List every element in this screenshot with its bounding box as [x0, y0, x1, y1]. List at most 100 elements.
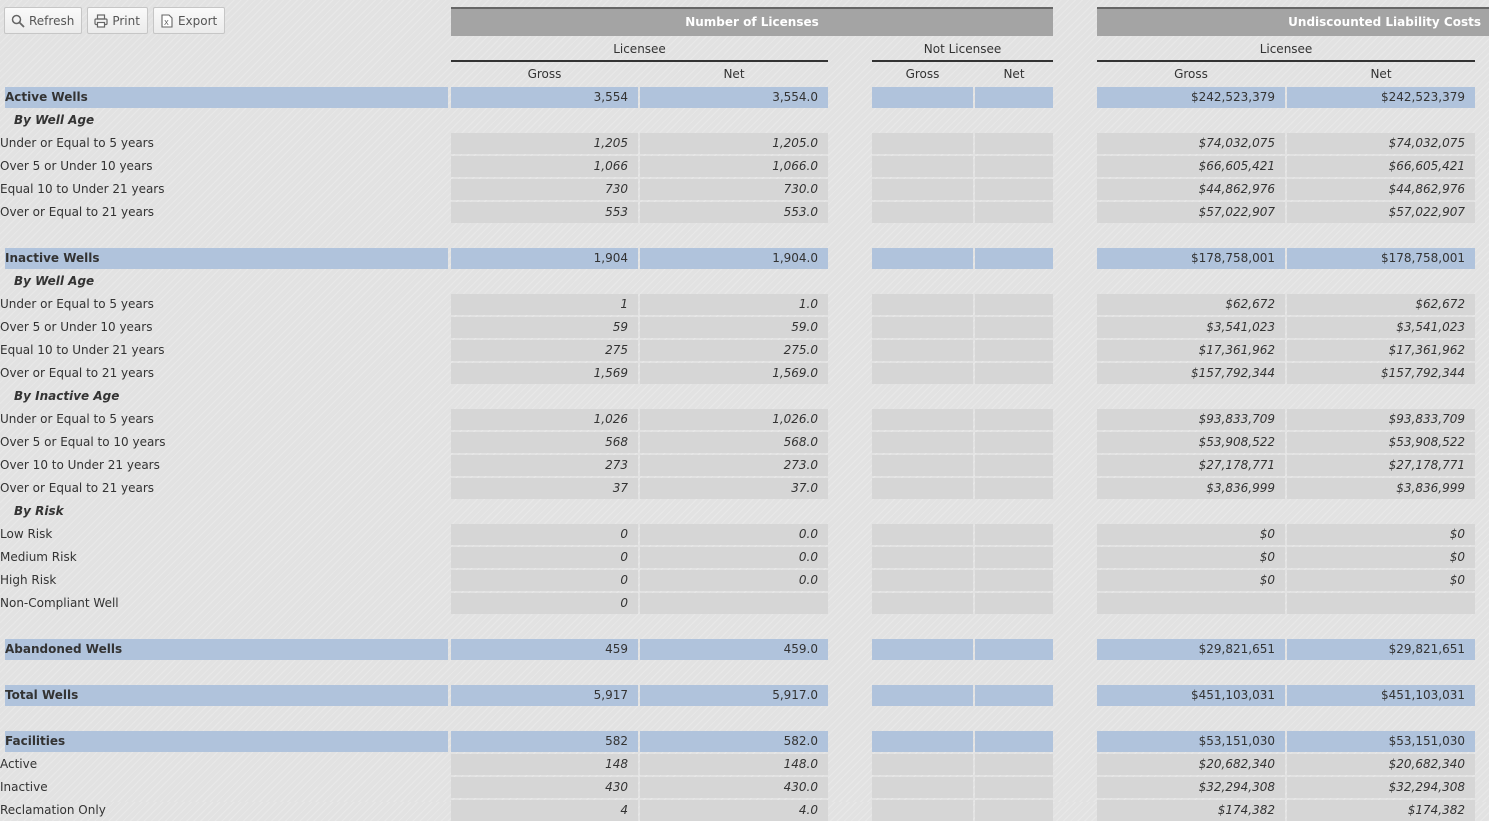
- not-licensee-net-cell: [975, 432, 1053, 453]
- licensee-net-cell: 5,917.0: [640, 685, 828, 706]
- liability-gross-cell: $0: [1097, 524, 1285, 545]
- export-label: Export: [177, 13, 218, 28]
- not-licensee-gross-cell: [872, 524, 973, 545]
- licensee-gross-cell: 4: [451, 800, 638, 821]
- licensee-gross-cell: 1,205: [451, 133, 638, 154]
- group-row-label: Active Wells: [5, 87, 448, 108]
- licensee-net-cell: 148.0: [640, 754, 828, 775]
- not-licensee-gross-cell: [872, 547, 973, 568]
- licensee-gross-cell: 37: [451, 478, 638, 499]
- not-licensee-gross-cell: [872, 731, 973, 752]
- liability-net-cell: $53,908,522: [1287, 432, 1475, 453]
- liability-gross-cell: $0: [1097, 570, 1285, 591]
- liability-net-cell: $32,294,308: [1287, 777, 1475, 798]
- search-icon: [11, 14, 25, 28]
- not-licensee-net-cell: [975, 156, 1053, 177]
- not-licensee-gross-cell: [872, 777, 973, 798]
- refresh-button[interactable]: Refresh: [4, 7, 83, 34]
- number-of-licenses-header: Number of Licenses: [451, 7, 1053, 36]
- liability-net-cell: $53,151,030: [1287, 731, 1475, 752]
- liability-gross-cell: $27,178,771: [1097, 455, 1285, 476]
- export-button[interactable]: X Export: [152, 7, 226, 34]
- not-licensee-gross-cell: [872, 570, 973, 591]
- liability-gross-cell: $242,523,379: [1097, 87, 1285, 108]
- liability-gross-cell: $74,032,075: [1097, 133, 1285, 154]
- not-licensee-subheader: Not Licensee: [872, 39, 1053, 62]
- liability-net-cell: $74,032,075: [1287, 133, 1475, 154]
- licensee-net-cell: 1,904.0: [640, 248, 828, 269]
- row-label: High Risk: [0, 573, 57, 587]
- not-licensee-net-cell: [975, 593, 1053, 614]
- not-licensee-net-cell: [975, 777, 1053, 798]
- licensee-gross-cell: 148: [451, 754, 638, 775]
- liability-gross-cell: $3,836,999: [1097, 478, 1285, 499]
- subgroup-label: By Well Age: [14, 274, 95, 288]
- licensee-gross-cell: 0: [451, 570, 638, 591]
- group-row-label: Total Wells: [5, 685, 448, 706]
- licensee-net-cell: 0.0: [640, 547, 828, 568]
- not-licensee-gross-cell: [872, 179, 973, 200]
- licensee-gross-cell: 0: [451, 547, 638, 568]
- not-licensee-gross-cell: [872, 593, 973, 614]
- licensee-net-cell: 1,205.0: [640, 133, 828, 154]
- not-licensee-net-header: Net: [1003, 67, 1025, 81]
- net-column-header: Net: [723, 67, 745, 81]
- not-licensee-net-cell: [975, 639, 1053, 660]
- not-licensee-net-cell: [975, 202, 1053, 223]
- not-licensee-gross-cell: [872, 363, 973, 384]
- toolbar: Refresh Print X Export: [4, 7, 226, 34]
- liability-gross-cell: [1097, 593, 1285, 614]
- liability-net-cell: $242,523,379: [1287, 87, 1475, 108]
- not-licensee-net-cell: [975, 685, 1053, 706]
- liability-net-cell: $0: [1287, 524, 1475, 545]
- licensee-net-cell: 0.0: [640, 570, 828, 591]
- liability-net-cell: $93,833,709: [1287, 409, 1475, 430]
- liability-gross-header: Gross: [1174, 67, 1208, 81]
- not-licensee-gross-cell: [872, 340, 973, 361]
- not-licensee-net-cell: [975, 179, 1053, 200]
- not-licensee-gross-cell: [872, 800, 973, 821]
- not-licensee-net-cell: [975, 248, 1053, 269]
- licensee-gross-cell: 1,904: [451, 248, 638, 269]
- liability-net-cell: $157,792,344: [1287, 363, 1475, 384]
- print-label: Print: [112, 13, 140, 28]
- row-label: Inactive: [0, 780, 48, 794]
- liability-net-cell: $27,178,771: [1287, 455, 1475, 476]
- liability-gross-cell: $0: [1097, 547, 1285, 568]
- licensee-gross-cell: 59: [451, 317, 638, 338]
- liability-net-cell: $29,821,651: [1287, 639, 1475, 660]
- licensee-net-cell: 59.0: [640, 317, 828, 338]
- licensee-net-cell: 273.0: [640, 455, 828, 476]
- group-row-label: Facilities: [5, 731, 448, 752]
- licensee-net-cell: 1.0: [640, 294, 828, 315]
- not-licensee-gross-cell: [872, 248, 973, 269]
- liability-net-cell: $0: [1287, 570, 1475, 591]
- licensee-net-cell: 459.0: [640, 639, 828, 660]
- licensee-gross-cell: 1,066: [451, 156, 638, 177]
- row-label: Over 10 to Under 21 years: [0, 458, 160, 472]
- liability-net-cell: [1287, 593, 1475, 614]
- row-label: Over or Equal to 21 years: [0, 205, 155, 219]
- printer-icon: [94, 13, 108, 28]
- print-button[interactable]: Print: [87, 7, 148, 34]
- not-licensee-net-cell: [975, 455, 1053, 476]
- licensee-net-cell: 3,554.0: [640, 87, 828, 108]
- liability-net-cell: $44,862,976: [1287, 179, 1475, 200]
- liability-net-cell: $174,382: [1287, 800, 1475, 821]
- liability-net-cell: $57,022,907: [1287, 202, 1475, 223]
- not-licensee-net-cell: [975, 524, 1053, 545]
- liability-gross-cell: $62,672: [1097, 294, 1285, 315]
- licensee-gross-cell: 568: [451, 432, 638, 453]
- row-label: Over or Equal to 21 years: [0, 481, 155, 495]
- not-licensee-net-cell: [975, 340, 1053, 361]
- licensee-gross-cell: 275: [451, 340, 638, 361]
- not-licensee-net-cell: [975, 294, 1053, 315]
- licensee-gross-cell: 1,569: [451, 363, 638, 384]
- row-label: Over 5 or Under 10 years: [0, 159, 153, 173]
- liability-net-cell: $66,605,421: [1287, 156, 1475, 177]
- liability-gross-cell: $178,758,001: [1097, 248, 1285, 269]
- row-label: Under or Equal to 5 years: [0, 136, 154, 150]
- not-licensee-net-cell: [975, 478, 1053, 499]
- licensee-gross-cell: 459: [451, 639, 638, 660]
- subgroup-label: By Well Age: [14, 113, 95, 127]
